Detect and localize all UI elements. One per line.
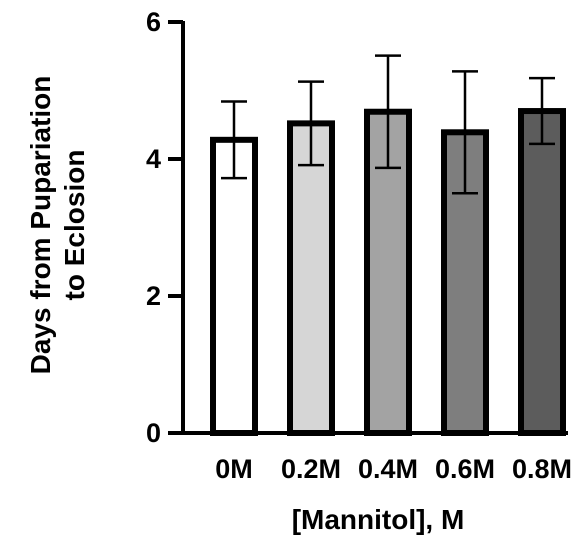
x-axis-label: [Mannitol], M [292, 504, 465, 535]
bar-0.2M [287, 120, 335, 436]
y-axis-label-line2: to Eclosion [59, 150, 90, 301]
x-tick-label-0.4M: 0.4M [358, 454, 418, 484]
x-tick-label-0.2M: 0.2M [281, 454, 341, 484]
bar-0.8M [518, 108, 566, 437]
x-tick-label-0.6M: 0.6M [435, 454, 495, 484]
x-tick-label-0.8M: 0.8M [512, 454, 572, 484]
y-axis-label-line1: Days from Pupariation [25, 76, 56, 375]
bar-0M [210, 136, 258, 436]
y-tick-label-4: 4 [146, 144, 161, 174]
x-tick-label-0M: 0M [215, 454, 253, 484]
y-tick-label-0: 0 [146, 418, 161, 448]
y-tick-label-2: 2 [146, 281, 161, 311]
y-tick-label-6: 6 [146, 7, 161, 37]
